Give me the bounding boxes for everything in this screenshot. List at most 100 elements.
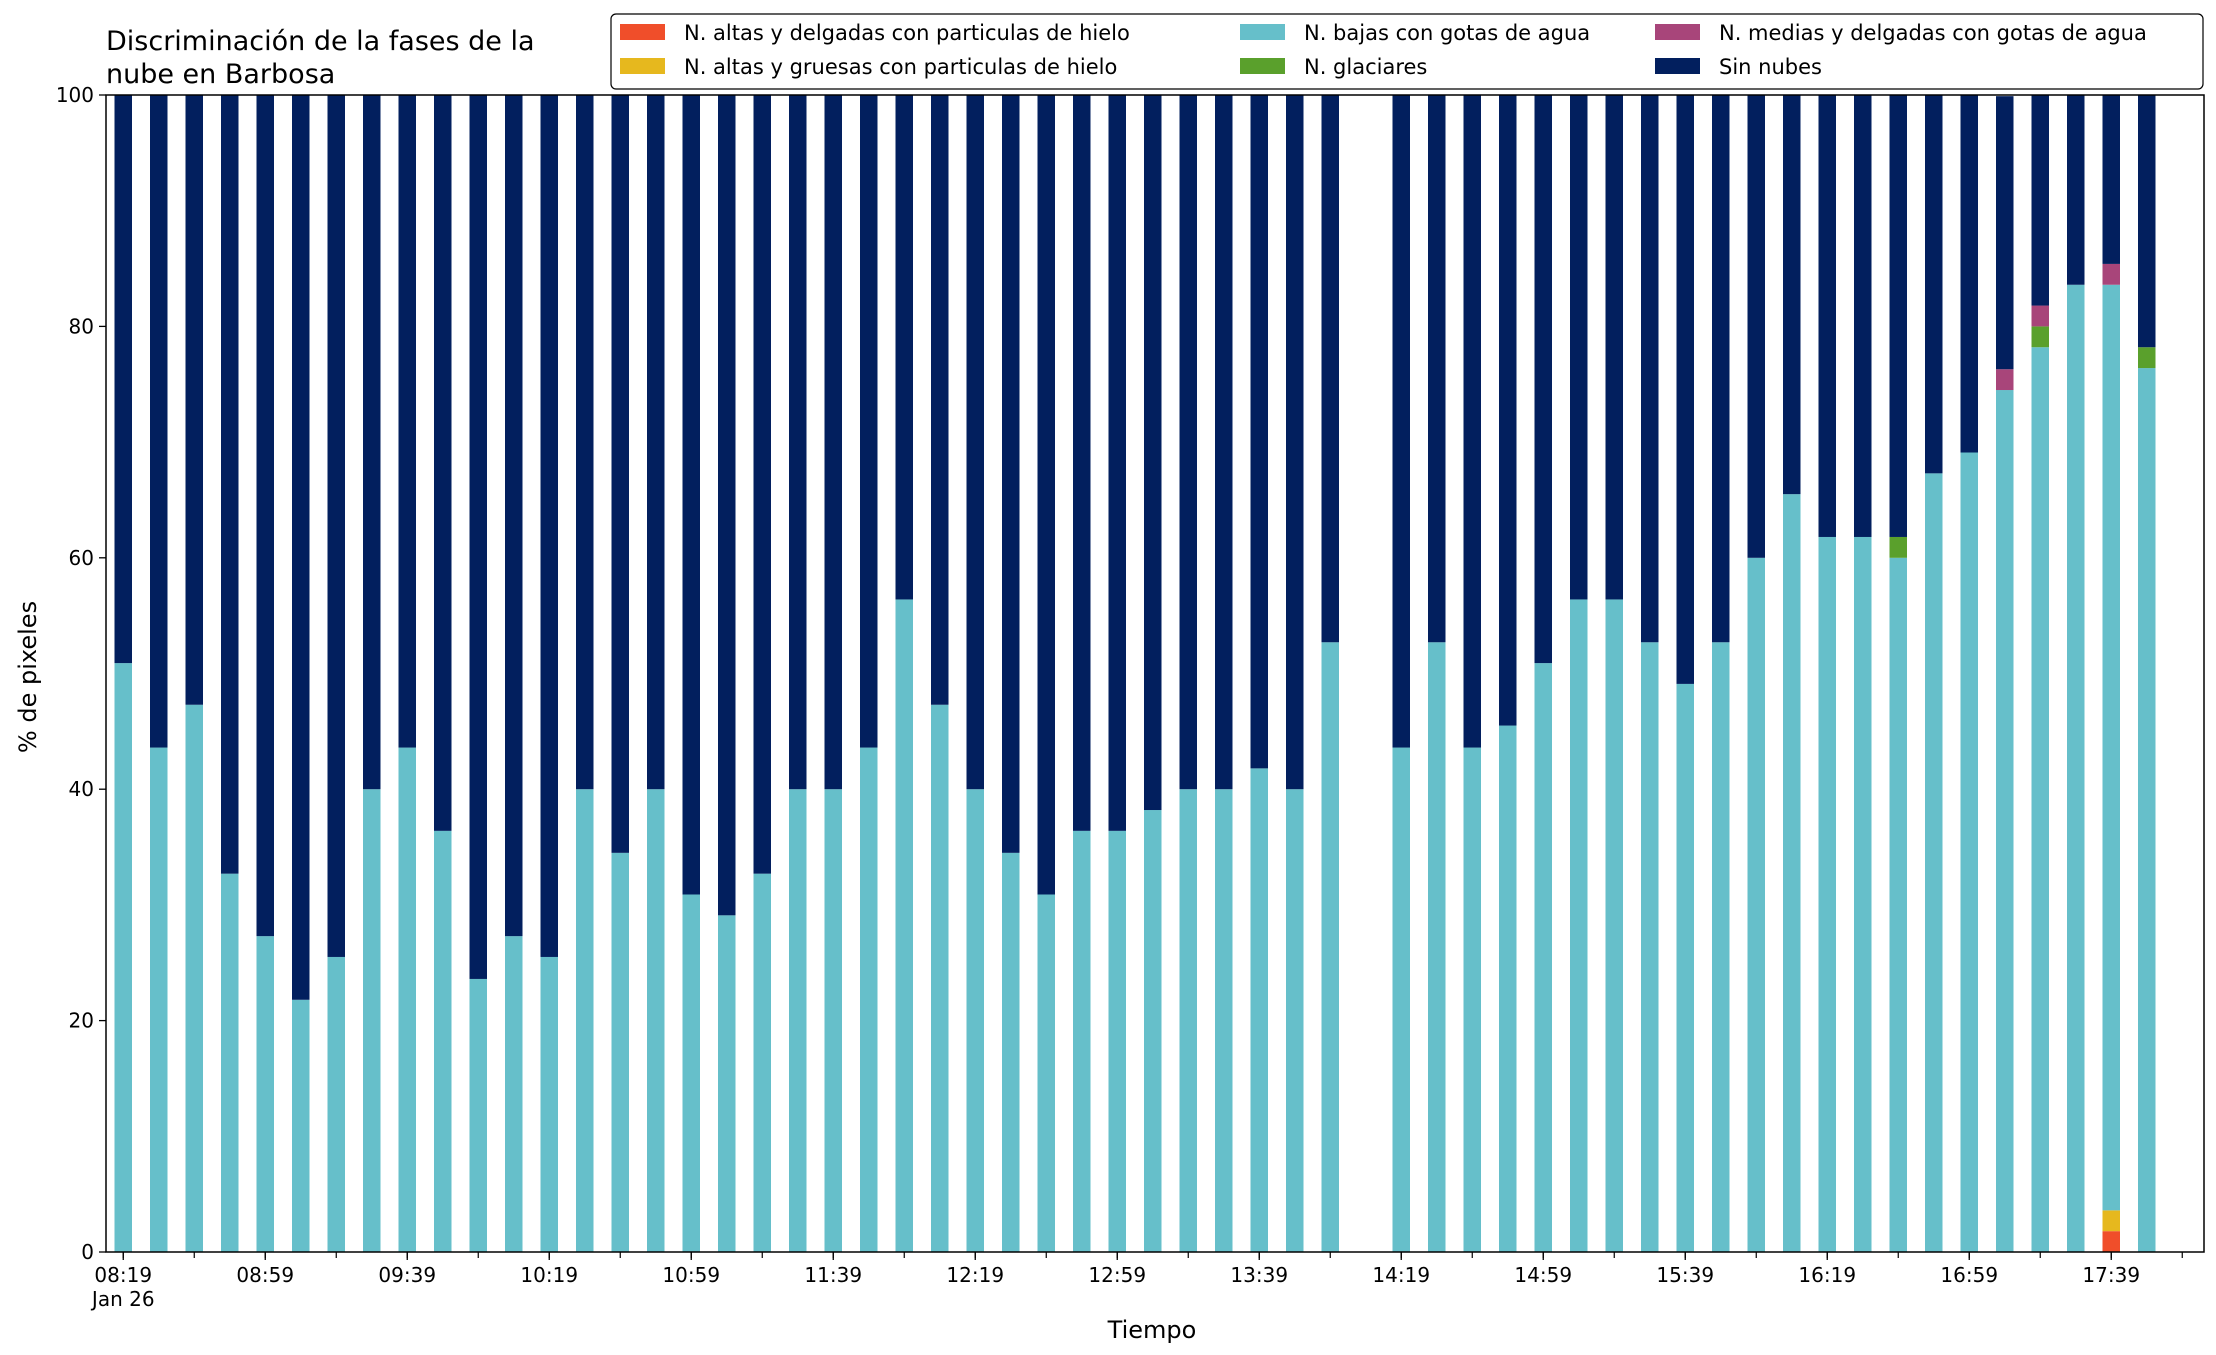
bar-segment-16-2 [682,894,700,1252]
legend-frame [610,13,2204,90]
bar-segment-5-2 [292,999,310,1252]
bar-segment-8-5 [398,95,416,748]
legend-label-0: N. altas y delgadas con particulas de hi… [684,21,1130,45]
bar-segment-56-0 [2102,1231,2120,1252]
bar-segment-21-5 [860,95,878,748]
bar-segment-46-5 [1747,95,1765,558]
y-axis-label: % de pixeles [14,601,42,753]
bar-segment-49-5 [1854,95,1872,537]
bar-segment-20-5 [824,95,842,790]
bar-segment-9-2 [434,830,452,1252]
bar-segment-56-1 [2102,1210,2120,1232]
legend-swatch-5 [1655,58,1700,74]
plot-frame [105,94,2205,1253]
bar-segment-53-2 [1996,390,2014,1252]
bar-segment-1-5 [150,95,168,748]
bar-segment-11-2 [505,936,523,1252]
bar-segment-17-5 [718,95,736,916]
bar-segment-41-2 [1570,599,1588,1252]
chart-title-line-2: nube en Barbosa [106,59,335,90]
bar-segment-47-2 [1783,494,1801,1252]
x-tick-label-0: 08:19 [94,1263,152,1287]
bar-segment-20-2 [824,789,842,1252]
bar-segment-22-5 [895,95,913,600]
bar-segment-43-2 [1641,642,1659,1252]
bar-segment-44-5 [1676,95,1694,684]
bar-segment-34-5 [1321,95,1339,643]
bar-segment-27-5 [1073,95,1091,831]
bar-segment-41-5 [1570,95,1588,600]
bar-segment-29-5 [1144,95,1162,811]
bar-segment-2-2 [185,704,203,1252]
legend: N. altas y delgadas con particulas de hi… [610,13,2204,90]
x-tick-label-11: 15:39 [1656,1263,1714,1287]
x-tick-label-6: 12:19 [946,1263,1004,1287]
bar-segment-24-2 [966,789,984,1252]
legend-swatch-4 [1655,24,1700,40]
x-tick-sublabel: Jan 26 [90,1287,155,1311]
x-tick-label-13: 16:59 [1940,1263,1998,1287]
bar-segment-44-2 [1676,683,1694,1252]
bar-segment-47-5 [1783,95,1801,495]
bar-segment-22-2 [895,599,913,1252]
legend-label-4: N. medias y delgadas con gotas de agua [1719,21,2147,45]
bar-segment-4-5 [256,95,274,937]
bar-segment-43-5 [1641,95,1659,643]
x-tick-label-4: 10:59 [662,1263,720,1287]
bar-segment-42-2 [1605,599,1623,1252]
bar-segment-17-2 [718,915,736,1252]
bar-segment-25-2 [1002,852,1020,1252]
bar-segment-56-4 [2102,263,2120,285]
bar-segment-50-2 [1889,557,1907,1252]
legend-swatch-0 [620,24,665,40]
x-tick-label-3: 10:19 [520,1263,578,1287]
x-tick-label-2: 09:39 [378,1263,436,1287]
bar-segment-51-2 [1925,473,1943,1253]
bar-segment-7-5 [363,95,381,790]
bar-segment-36-2 [1392,747,1410,1252]
bar-segment-51-5 [1925,95,1943,474]
bar-segment-40-5 [1534,95,1552,664]
y-tick-label-4: 80 [69,314,94,338]
bar-segment-34-2 [1321,642,1339,1252]
bar-segment-33-2 [1286,789,1304,1252]
bar-segment-14-2 [611,852,629,1252]
bar-segment-54-2 [2031,347,2049,1253]
bar-segment-3-2 [221,873,239,1252]
bar-segment-54-4 [2031,305,2049,327]
bar-segment-32-2 [1250,768,1268,1252]
bar-segment-29-2 [1144,810,1162,1252]
bar-segment-5-5 [292,95,310,1000]
bar-segment-2-5 [185,95,203,705]
legend-swatch-1 [620,58,665,74]
bar-segment-30-5 [1179,95,1197,790]
x-tick-label-1: 08:59 [236,1263,294,1287]
bar-segment-19-5 [789,95,807,790]
y-tick-label-1: 20 [69,1009,94,1033]
x-tick-label-8: 13:39 [1230,1263,1288,1287]
bar-segment-42-5 [1605,95,1623,600]
x-tick-label-9: 14:19 [1372,1263,1430,1287]
bar-segment-0-2 [114,663,132,1252]
bar-segment-36-5 [1392,95,1410,748]
bar-segment-31-2 [1215,789,1233,1252]
bar-segment-55-2 [2067,284,2085,1252]
bar-segment-12-2 [540,956,558,1252]
x-tick-label-7: 12:59 [1088,1263,1146,1287]
bar-segment-10-2 [469,978,487,1252]
bar-segment-3-5 [221,95,239,874]
y-tick-label-2: 40 [69,777,94,801]
bar-segment-30-2 [1179,789,1197,1252]
bar-segment-18-2 [753,873,771,1252]
bar-segment-31-5 [1215,95,1233,790]
bar-segment-56-2 [2102,284,2120,1211]
bar-segment-38-5 [1463,95,1481,748]
bar-segment-15-5 [647,95,665,790]
bar-segment-38-2 [1463,747,1481,1252]
bar-segment-26-5 [1037,95,1055,895]
bar-segment-0-5 [114,95,132,664]
legend-label-5: Sin nubes [1719,55,1822,79]
bar-segment-8-2 [398,747,416,1252]
y-tick-label-5: 100 [56,83,94,107]
